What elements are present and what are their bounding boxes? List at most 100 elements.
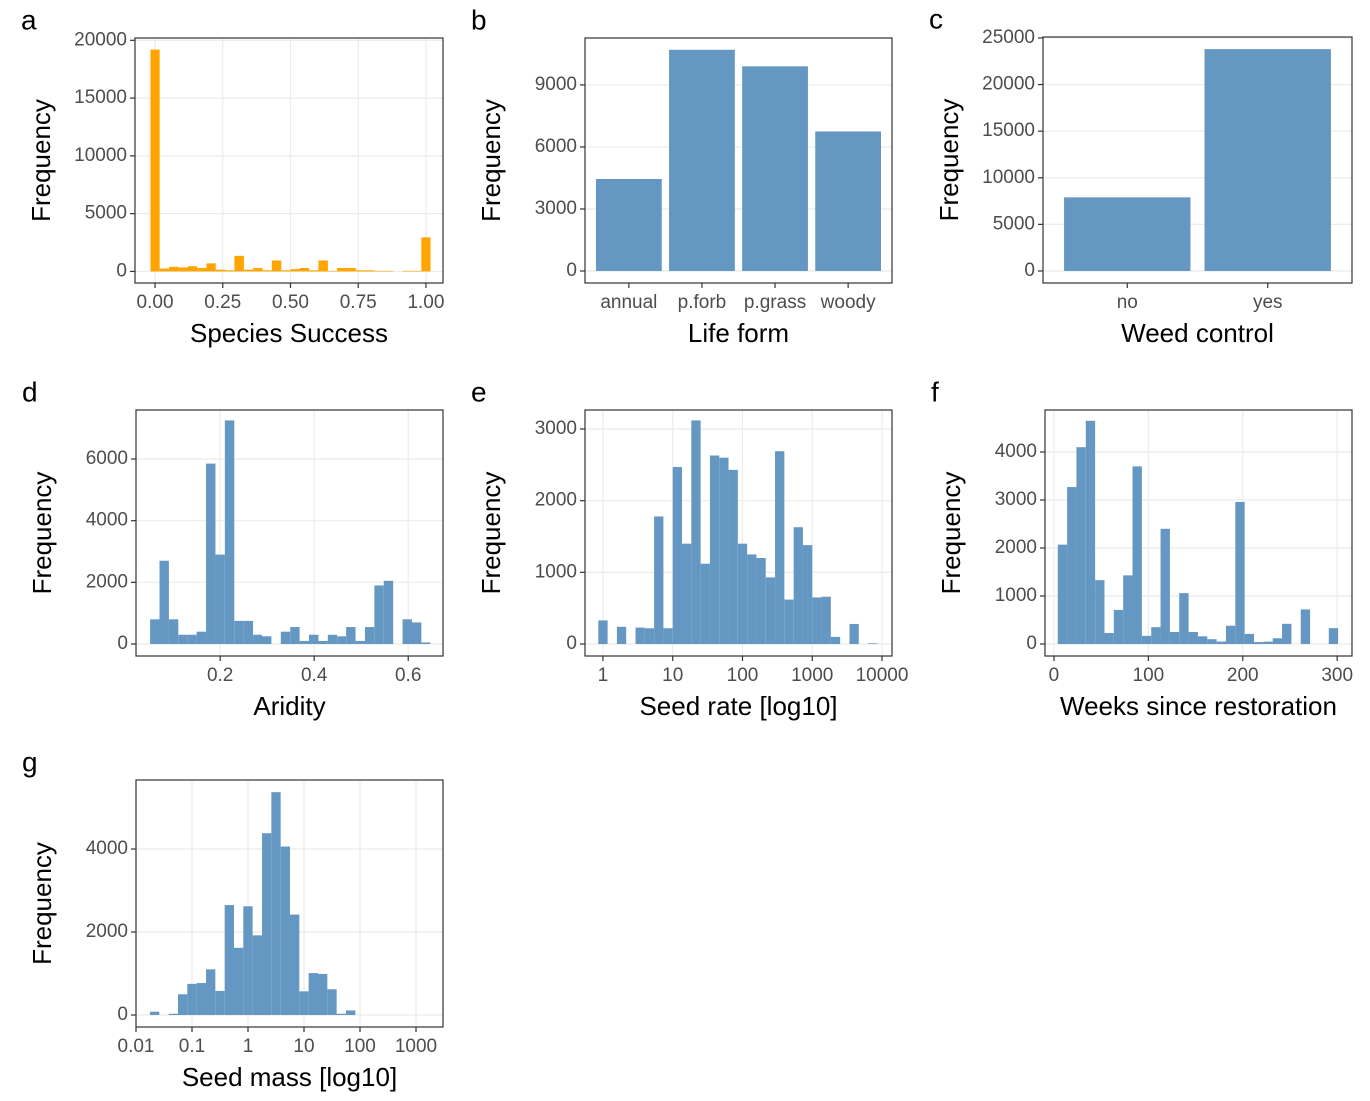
histogram-bar [169,266,179,272]
y-tick-label: 2000 [995,537,1037,558]
histogram-bar [1263,641,1273,644]
y-tick-label: 2000 [535,490,577,511]
histogram-bar [1132,466,1142,644]
y-tick-label: 3000 [995,489,1037,510]
histogram-bar [206,463,216,645]
histogram-bar [345,1010,356,1016]
histogram-bar [672,466,683,645]
histogram-bar [253,634,262,645]
y-tick-label: 10000 [74,145,127,166]
histogram-bar [747,554,757,645]
histogram-bar [411,270,422,272]
x-axis-title: Weeks since restoration [1060,691,1337,721]
histogram-bar [187,266,198,272]
histogram-bar [150,1011,160,1016]
panel-label: a [21,4,37,35]
x-axis-title: Seed rate [log10] [639,691,837,721]
histogram-bar [1160,528,1170,644]
histogram-bar [802,545,813,645]
histogram-bar [234,255,244,272]
bar [742,66,808,272]
panel-border [135,779,444,1028]
histogram-bar [1188,632,1198,644]
histogram-bar [318,640,328,645]
histogram-bar [168,1013,178,1016]
histogram-bar [206,263,216,272]
histogram-bar [346,627,356,645]
x-tick-label: p.grass [744,292,806,313]
histogram-bar [318,260,328,272]
histogram-bar [709,455,720,645]
histogram-bar [1179,593,1189,644]
panel-label: c [929,3,943,34]
histogram-bar [765,577,776,645]
y-tick-label: 3000 [535,198,577,219]
histogram-bar [364,627,375,645]
histogram-bar [355,640,365,645]
x-axis-title: Weed control [1121,318,1274,348]
panel-border [584,409,893,657]
bar [595,179,662,272]
y-tick-label: 6000 [535,136,577,157]
y-tick-label: 4000 [86,838,128,859]
histogram-bar [1272,638,1283,644]
histogram-bar [1123,575,1133,644]
histogram-bar [337,267,347,272]
panel-background [135,38,443,283]
histogram-bar [327,989,337,1016]
x-axis-title: Aridity [253,691,325,721]
x-tick-label: 10 [662,665,683,686]
histogram-bar [1254,642,1264,644]
y-tick-label: 0 [566,260,577,281]
histogram-bar [280,631,291,645]
histogram-bar [197,267,207,272]
y-tick-label: 2000 [86,921,128,942]
histogram-bar [243,620,254,645]
histogram-bar [318,973,328,1016]
histogram-bar [635,627,645,645]
x-tick-label: woody [820,292,876,313]
x-tick-label: no [1117,292,1138,313]
panel-border [584,37,893,284]
y-tick-label: 0 [566,633,577,654]
x-tick-label: 1 [243,1036,254,1057]
bar [1064,197,1191,271]
x-tick-label: 0.2 [207,665,233,686]
histogram-bar [299,267,310,272]
histogram-bar [337,636,347,645]
panel-label: e [471,376,487,407]
histogram-bar [215,269,226,272]
histogram-bar [206,969,216,1016]
histogram-bar [280,846,290,1016]
histogram-bar [271,792,281,1016]
histogram-bar [1057,544,1068,644]
x-tick-label: 0.1 [179,1036,205,1057]
histogram-bar [1244,633,1255,644]
y-tick-label: 1000 [995,585,1037,606]
histogram-bar [616,626,627,645]
histogram-bar [365,270,375,272]
y-axis-title: Frequency [27,472,57,595]
x-tick-label: 0.01 [118,1036,155,1057]
x-tick-label: 10 [293,1036,314,1057]
y-tick-label: 1000 [535,561,577,582]
histogram-bar [290,269,300,272]
x-tick-label: 100 [344,1036,376,1057]
histogram-bar [383,270,394,272]
y-tick-label: 0 [117,633,128,654]
y-tick-label: 20000 [982,74,1035,95]
y-tick-label: 25000 [982,27,1035,48]
histogram-bar [1225,625,1236,644]
y-tick-label: 6000 [86,448,128,469]
x-tick-label: 0.00 [137,292,174,313]
histogram-bar [1104,632,1114,644]
histogram-bar [1113,609,1124,644]
y-tick-label: 5000 [993,213,1035,234]
y-tick-label: 0 [1026,633,1037,654]
histogram-bar [728,469,738,645]
histogram-bar [178,267,188,272]
histogram-bar [793,527,803,645]
histogram-bar [159,268,170,272]
panel-label: b [471,4,487,35]
histogram-bar [150,49,160,272]
